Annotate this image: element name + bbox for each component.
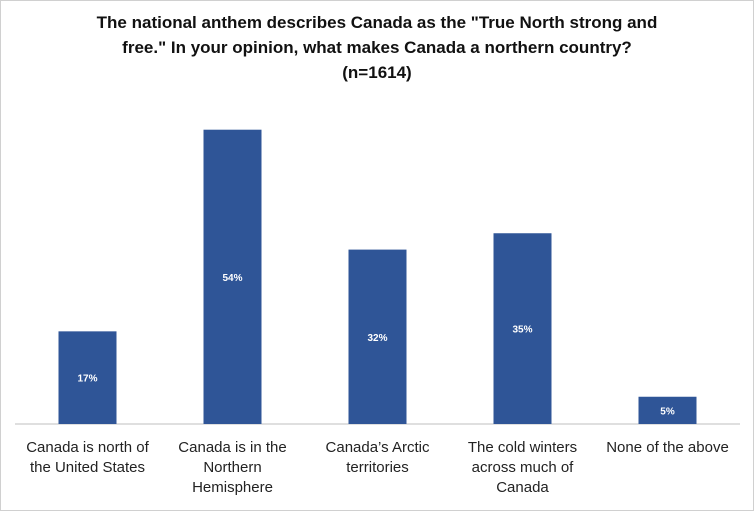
x-tick-label: Canada’s Arctic territories [325,439,430,476]
x-tick-label: Canada is in the Northern Hemisphere [178,439,287,496]
chart-title: free." In your opinion, what makes Canad… [122,38,632,57]
value-label: 32% [367,333,387,344]
bar [348,249,407,424]
bar [493,233,552,424]
bar [58,331,117,424]
x-tick-label: None of the above [606,439,729,456]
chart-title: The national anthem describes Canada as … [97,13,658,32]
x-tick-label: Canada is north of the United States [26,439,149,476]
bar [203,129,262,424]
value-label: 54% [222,273,242,284]
value-label: 35% [512,325,532,336]
x-tick-label: The cold winters across much of Canada [467,439,578,496]
value-label: 5% [660,406,675,417]
chart-title: (n=1614) [342,63,411,82]
bar [638,396,697,424]
value-label: 17% [77,374,97,385]
